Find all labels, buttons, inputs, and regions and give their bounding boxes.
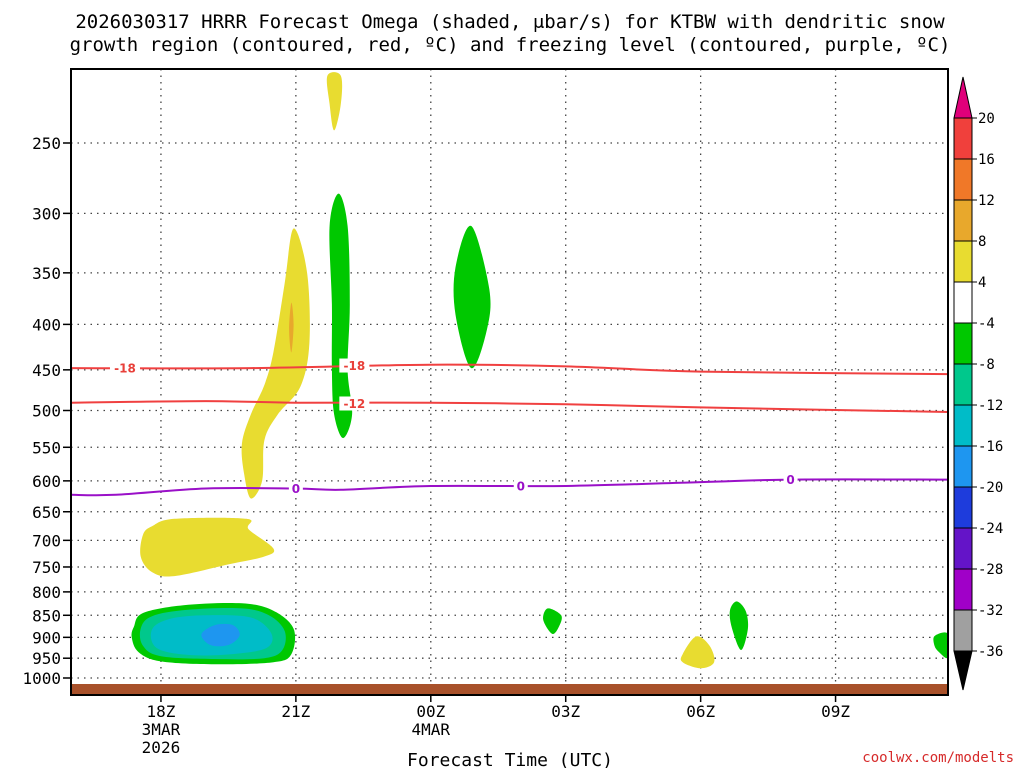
- x-tick-label: 06Z: [686, 702, 715, 721]
- y-tick-label: 550: [32, 438, 61, 457]
- contour-label-bg: [339, 358, 370, 373]
- omega-region: [289, 302, 294, 353]
- contour-label: -18: [343, 359, 365, 373]
- plot-frame: [70, 68, 949, 696]
- y-tick-label: 500: [32, 402, 61, 421]
- colorbar-label: -20: [978, 480, 1003, 496]
- x-tick-sublabel: 4MAR: [412, 720, 451, 739]
- contour-line: [71, 478, 948, 497]
- colorbar-label: 20: [978, 111, 995, 127]
- colorbar-label: -12: [978, 398, 1003, 414]
- omega-region: [453, 225, 491, 369]
- colorbar-label: -8: [978, 357, 995, 373]
- x-tick-label: 09Z: [821, 702, 850, 721]
- contour-label-bg: [783, 472, 798, 487]
- contour-label-bg: [288, 481, 303, 496]
- y-tick-label: 350: [32, 264, 61, 283]
- ground-surface: [71, 684, 948, 695]
- y-tick-label: 450: [32, 361, 61, 380]
- colorbar-bin: [953, 363, 973, 406]
- omega-region: [680, 636, 715, 669]
- chart-title-line1: 2026030317 HRRR Forecast Omega (shaded, …: [75, 11, 945, 33]
- contour-labels: -18 -18 -12 0 0 0: [109, 358, 798, 496]
- grid-lines: [71, 69, 948, 695]
- colorbar-bin: [953, 486, 973, 529]
- colorbar: 20 16 12 8 4 -4 -8 -12 -16 -20 -24 -28 -32 -36: [953, 76, 1003, 691]
- x-tick-sublabel: 2026: [142, 738, 181, 757]
- colorbar-label: 4: [978, 275, 986, 291]
- temperature-contours: [71, 363, 948, 497]
- y-tick-label: 1000: [22, 669, 61, 688]
- omega-region: [241, 228, 310, 499]
- colorbar-bin: [953, 609, 973, 652]
- y-tick-label: 600: [32, 472, 61, 491]
- y-tick-label: 800: [32, 583, 61, 602]
- x-axis-label: Forecast Time (UTC): [407, 750, 613, 768]
- y-tick-label: 250: [32, 134, 61, 153]
- colorbar-bin: [953, 281, 973, 324]
- contour-label: -18: [114, 362, 136, 376]
- colorbar-label: 8: [978, 234, 986, 250]
- colorbar-bin: [953, 445, 973, 488]
- colorbar-bin: [953, 527, 973, 570]
- contour-label-bg: [109, 361, 140, 376]
- colorbar-bin: [953, 322, 973, 365]
- contour-label-bg: [513, 478, 528, 493]
- colorbar-bin: [953, 199, 973, 242]
- colorbar-label: -28: [978, 562, 1003, 578]
- chart-title-line2: growth region (contoured, red, ºC) and f…: [70, 34, 951, 56]
- contour-label-bg: [339, 396, 370, 411]
- y-tick-label: 650: [32, 503, 61, 522]
- colorbar-label: -36: [978, 644, 1003, 660]
- y-tick-label: 850: [32, 606, 61, 625]
- colorbar-bin: [953, 404, 973, 447]
- contour-line: [71, 400, 948, 413]
- contour-label: -12: [343, 397, 365, 411]
- x-tick-label: 00Z: [416, 702, 445, 721]
- colorbar-label: 12: [978, 193, 995, 209]
- x-tick-sublabel: 3MAR: [142, 720, 181, 739]
- credit-text: coolwx.com/modelts: [862, 750, 1014, 766]
- colorbar-label: 16: [978, 152, 995, 168]
- colorbar-bin: [953, 568, 973, 611]
- colorbar-bin: [953, 158, 973, 201]
- y-tick-label: 900: [32, 628, 61, 647]
- omega-region: [201, 623, 240, 647]
- colorbar-label: -24: [978, 521, 1003, 537]
- contour-label: 0: [517, 479, 525, 493]
- omega-shaded-regions: [131, 72, 948, 669]
- omega-region: [326, 72, 343, 131]
- x-tick-label: 18Z: [146, 702, 175, 721]
- colorbar-label: -32: [978, 603, 1003, 619]
- omega-region: [543, 608, 562, 635]
- colorbar-bottom-triangle: [953, 650, 973, 691]
- x-tick-label: 03Z: [551, 702, 580, 721]
- colorbar-bin: [953, 240, 973, 283]
- contour-label: 0: [292, 482, 300, 496]
- y-tick-label: 300: [32, 204, 61, 223]
- y-tick-label: 700: [32, 531, 61, 550]
- contour-label: 0: [786, 473, 794, 487]
- y-tick-label: 950: [32, 649, 61, 668]
- colorbar-label: -4: [978, 316, 995, 332]
- colorbar-bin: [953, 117, 973, 160]
- y-axis-ticks: 250 300 350 400 450 500 550 600 650 700 750 800 850 9…: [22, 134, 71, 688]
- colorbar-top-triangle: [953, 76, 973, 119]
- x-tick-label: 21Z: [281, 702, 310, 721]
- contour-line: [71, 363, 948, 376]
- y-tick-label: 750: [32, 558, 61, 577]
- y-tick-label: 400: [32, 315, 61, 334]
- omega-region: [140, 517, 275, 577]
- omega-region: [329, 193, 353, 439]
- colorbar-label: -16: [978, 439, 1003, 455]
- omega-region: [729, 601, 749, 650]
- omega-region: [933, 632, 948, 659]
